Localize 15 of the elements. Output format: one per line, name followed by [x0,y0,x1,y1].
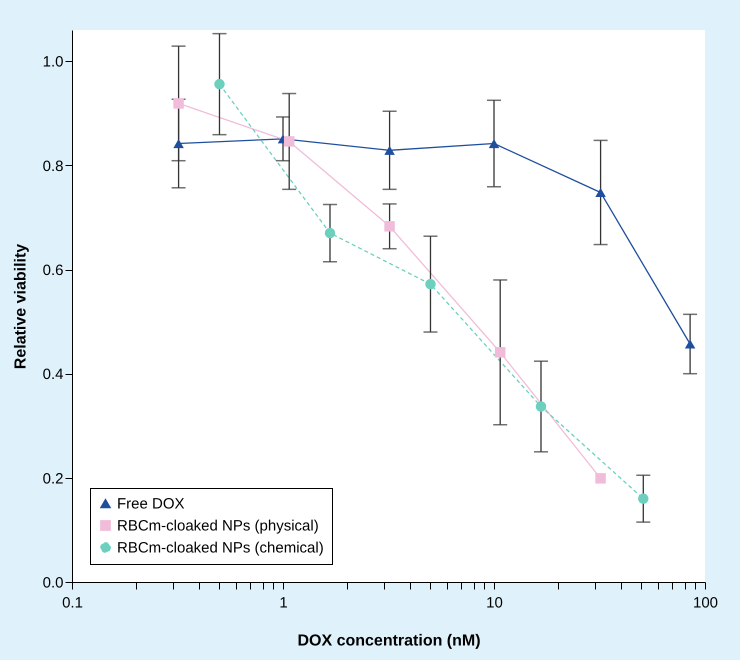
y-axis-title: Relative viability [12,244,30,370]
y-tick-label: 1.0 [42,54,64,71]
y-tick-label: 0.8 [42,158,64,175]
y-tick-label: 0.2 [42,470,64,488]
legend-label: Free DOX [117,496,185,512]
x-tick-label: 100 [692,594,718,612]
y-tick-label: 0.4 [42,366,64,384]
x-tick-label: 0.1 [62,594,83,612]
y-tick-label: 0.0 [42,574,64,592]
legend-label: RBCm-cloaked NPs (physical) [117,518,319,534]
y-tick-label: 0.6 [42,262,64,280]
x-tick-label: 10 [486,594,503,612]
x-axis-title: DOX concentration (nM) [297,632,481,650]
legend-label: RBCm-cloaked NPs (chemical) [117,540,324,556]
x-tick-label: 1 [279,594,288,612]
